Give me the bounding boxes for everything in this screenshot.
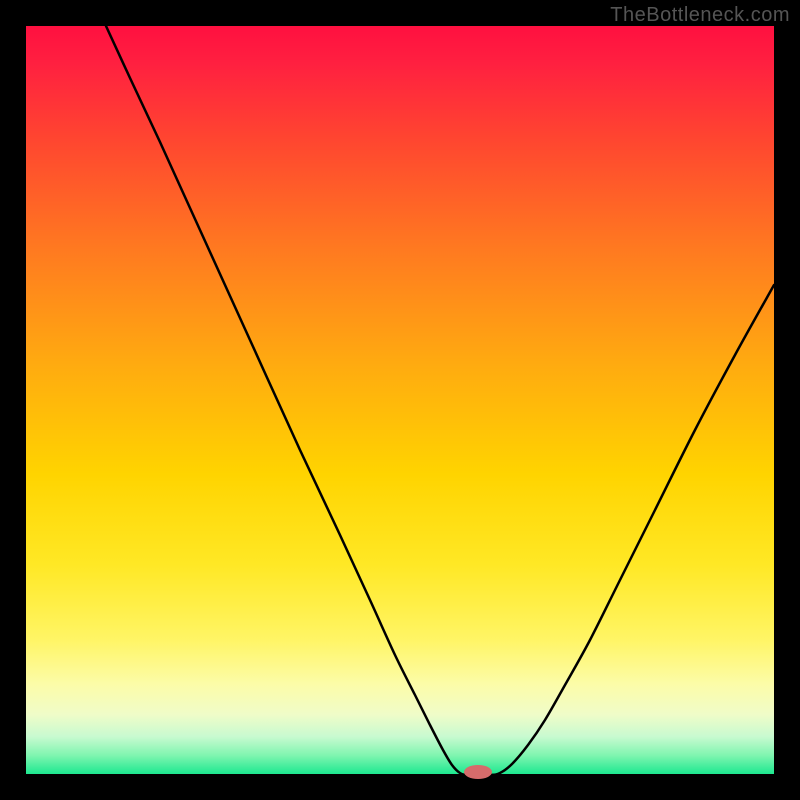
bottleneck-chart <box>0 0 800 800</box>
chart-background <box>26 26 774 774</box>
chart-container: TheBottleneck.com <box>0 0 800 800</box>
watermark-text: TheBottleneck.com <box>610 4 790 27</box>
optimal-marker <box>464 765 492 779</box>
